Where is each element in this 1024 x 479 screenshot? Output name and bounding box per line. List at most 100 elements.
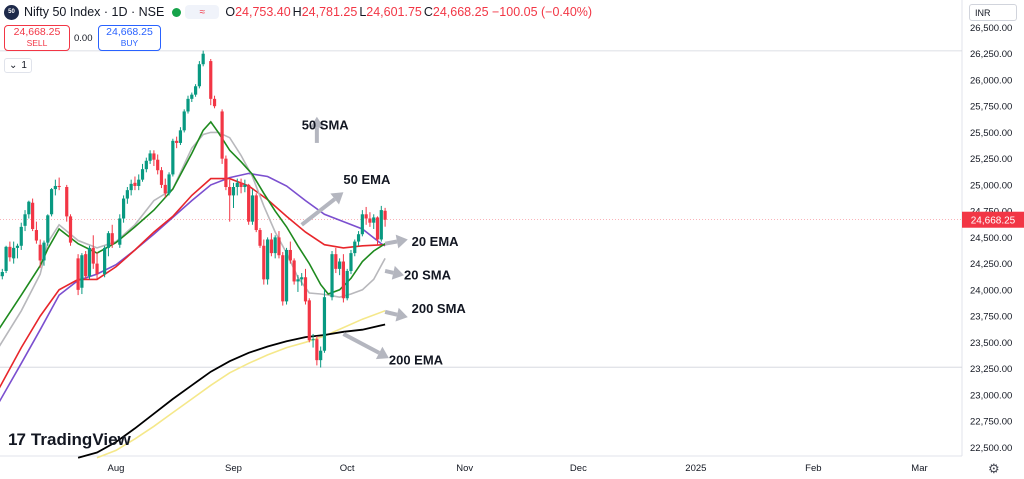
- candle-body: [46, 215, 50, 243]
- candle-body: [266, 239, 270, 280]
- candle-body: [23, 214, 27, 226]
- candle-body: [182, 111, 186, 131]
- candle-body: [15, 245, 20, 248]
- candle-body: [19, 226, 23, 246]
- candle-body: [220, 111, 224, 159]
- x-tick-label: Nov: [456, 463, 473, 474]
- candle-body: [159, 170, 164, 185]
- candle-body: [76, 258, 80, 290]
- candle-body: [118, 218, 122, 245]
- y-tick-label: 25,750.00: [970, 102, 1012, 113]
- indicators-count: 1: [21, 60, 27, 71]
- candle-body: [171, 140, 175, 175]
- candle-body: [372, 217, 376, 223]
- candle-body: [364, 214, 368, 219]
- candle-body: [379, 210, 383, 240]
- candle-body: [121, 198, 126, 219]
- x-tick-label: Dec: [570, 463, 587, 474]
- candle-body: [4, 246, 8, 271]
- ohlc-high-value: 24,781.25: [301, 5, 358, 19]
- candle-body: [31, 202, 35, 229]
- ohlc-close-key: C: [423, 5, 433, 19]
- candle-body: [57, 185, 61, 188]
- symbol-title[interactable]: Nifty 50 Index · 1D · NSE: [24, 5, 165, 19]
- y-tick-label: 24,250.00: [970, 259, 1012, 270]
- candle-body: [152, 153, 156, 160]
- candle-body: [156, 159, 160, 171]
- candle-body: [235, 182, 239, 188]
- buy-button[interactable]: 24,668.25 BUY: [98, 25, 161, 51]
- compare-icon[interactable]: ≈: [185, 5, 220, 19]
- sell-price: 24,668.25: [13, 26, 61, 38]
- annotation-arrowhead: [395, 307, 408, 322]
- y-tick-label: 23,250.00: [970, 364, 1012, 375]
- annotation-arrowhead: [375, 346, 389, 360]
- annotation-arrowhead: [391, 265, 404, 280]
- y-tick-label: 26,250.00: [970, 49, 1012, 60]
- candle-body: [38, 244, 42, 261]
- indicators-toggle-button[interactable]: ⌄ 1: [4, 58, 32, 73]
- candle-body: [87, 247, 92, 277]
- series-line-20-sma: [0, 131, 386, 347]
- candle-body: [84, 254, 88, 277]
- buy-price: 24,668.25: [106, 26, 153, 38]
- candle-body: [243, 184, 247, 188]
- candle-body: [307, 300, 311, 341]
- candle-body: [95, 263, 99, 275]
- candle-body: [224, 158, 228, 188]
- candle-body: [315, 339, 319, 361]
- sell-button[interactable]: 24,668.25 SELL: [4, 25, 70, 51]
- y-tick-label: 25,250.00: [970, 154, 1012, 165]
- candle-body: [186, 98, 190, 112]
- candle-body: [201, 53, 205, 65]
- candle-body: [288, 249, 292, 261]
- series-line-20-ema: [0, 120, 386, 329]
- annotation-arrowhead: [330, 192, 344, 205]
- candle-body: [341, 261, 345, 299]
- candle-body: [68, 216, 73, 243]
- annotation-label: 200 SMA: [412, 301, 467, 316]
- candle-body: [284, 249, 289, 302]
- annotation-arrow: [384, 269, 394, 275]
- candle-body: [53, 185, 57, 190]
- candle-body: [110, 233, 114, 245]
- currency-selector[interactable]: INR: [969, 4, 1017, 21]
- annotation-arrowhead: [309, 116, 324, 128]
- gear-icon[interactable]: ⚙: [988, 461, 1000, 476]
- candle-body: [137, 179, 141, 186]
- candle-body: [247, 184, 251, 222]
- ohlc-open-key: O: [225, 5, 236, 19]
- annotation-arrow: [300, 197, 336, 227]
- candle-body: [375, 217, 380, 240]
- candle-body: [0, 272, 4, 277]
- x-tick-label: Oct: [340, 463, 355, 474]
- annotation-arrow: [384, 239, 398, 246]
- candle-body: [80, 255, 84, 288]
- candle-body: [12, 247, 16, 259]
- ohlc-open-value: 24,753.40: [235, 5, 291, 19]
- last-price-label: 24,668.25: [971, 216, 1016, 227]
- y-tick-label: 22,750.00: [970, 417, 1012, 428]
- x-tick-label: Sep: [225, 463, 242, 474]
- ohlc-high-key: H: [292, 5, 302, 19]
- candle-body: [167, 174, 171, 194]
- series-line-200-ema: [77, 323, 386, 459]
- candle-body: [368, 218, 372, 223]
- symbol-logo-icon: 50: [4, 4, 19, 20]
- candle-body: [231, 187, 236, 196]
- candle-body: [360, 214, 364, 235]
- candle-body: [27, 201, 31, 215]
- candle-body: [42, 242, 46, 261]
- y-tick-label: 23,000.00: [970, 390, 1012, 401]
- market-status-icon[interactable]: [172, 7, 182, 17]
- candle-body: [106, 233, 111, 248]
- candle-body: [281, 255, 285, 302]
- candle-body: [322, 297, 327, 351]
- candle-body: [254, 195, 258, 231]
- series-line-50-ema: [0, 177, 386, 389]
- tradingview-logo-text: TradingView: [30, 430, 131, 449]
- candle-body: [190, 94, 194, 99]
- annotation-arrow: [342, 332, 381, 355]
- candle-body: [148, 153, 152, 161]
